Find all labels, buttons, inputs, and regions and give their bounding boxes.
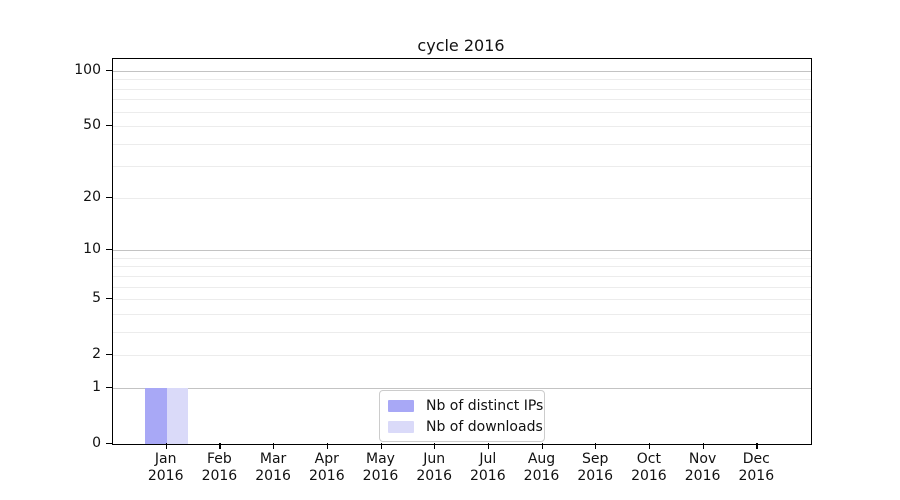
y-tick-label-2: 2	[92, 346, 101, 363]
gridline-y-20	[113, 197, 811, 199]
y-tick-20	[106, 196, 112, 199]
x-tick-jul	[487, 443, 490, 449]
gridline-y-70	[113, 99, 811, 101]
x-tick-label-jun: Jun 2016	[416, 451, 452, 484]
chart-title: cycle 2016	[417, 36, 505, 55]
x-tick-aug	[541, 443, 543, 449]
gridline-y-40	[113, 143, 811, 145]
x-tick-label-nov: Nov 2016	[684, 451, 721, 484]
gridline-y-9	[113, 257, 811, 259]
x-tick-label-jul: Jul 2016	[469, 451, 506, 484]
y-tick-label-100: 100	[74, 61, 101, 78]
x-tick-label-jan: Jan 2016	[147, 451, 184, 484]
gridline-y-50	[113, 126, 811, 128]
gridline-y-6	[113, 286, 811, 288]
gridline-y-30	[113, 166, 811, 168]
gridline-y-3	[113, 331, 811, 333]
bar-nb-of-downloads-jan	[166, 388, 189, 444]
gridline-y-80	[113, 88, 811, 90]
bar-nb-of-distinct-ips-jan	[145, 388, 167, 444]
gridline-y-5	[113, 299, 811, 301]
x-tick-feb	[219, 443, 221, 449]
gridline-y-10	[113, 250, 811, 252]
y-tick-0	[106, 443, 112, 445]
x-tick-mar	[273, 443, 275, 449]
x-tick-label-sep: Sep 2016	[577, 451, 613, 484]
y-tick-label-50: 50	[83, 117, 101, 134]
x-tick-label-oct: Oct 2016	[631, 451, 667, 484]
x-tick-label-apr: Apr 2016	[308, 451, 345, 484]
x-tick-oct	[648, 443, 651, 449]
x-tick-label-feb: Feb 2016	[201, 451, 238, 484]
y-tick-label-10: 10	[83, 241, 101, 258]
legend-label-downloads: Nb of downloads	[426, 418, 543, 435]
y-tick-5	[106, 298, 112, 300]
x-tick-label-may: May 2016	[362, 451, 399, 484]
x-tick-may	[380, 443, 382, 449]
x-tick-label-dec: Dec 2016	[738, 451, 775, 484]
y-tick-1	[106, 387, 112, 389]
gridline-y-4	[113, 313, 811, 315]
x-tick-nov	[702, 443, 704, 449]
y-tick-50	[106, 125, 112, 127]
x-tick-label-aug: Aug 2016	[523, 451, 560, 484]
y-tick-label-0: 0	[92, 435, 101, 451]
x-tick-apr	[326, 443, 329, 449]
gridline-y-60	[113, 111, 811, 113]
x-tick-dec	[756, 443, 758, 449]
y-tick-10	[106, 249, 112, 251]
plot-area: Nb of distinct IPs Nb of downloads	[112, 58, 812, 445]
gridline-y-1	[113, 388, 811, 389]
y-tick-label-5: 5	[92, 290, 101, 307]
legend-entry-distinct-ips: Nb of distinct IPs	[380, 395, 544, 416]
x-tick-label-mar: Mar 2016	[255, 451, 291, 484]
y-tick-label-20: 20	[83, 188, 101, 205]
gridline-y-90	[113, 79, 811, 81]
y-tick-2	[106, 354, 112, 356]
gridline-y-7	[113, 275, 811, 277]
legend-entry-downloads: Nb of downloads	[380, 416, 544, 437]
x-tick-sep	[595, 443, 597, 449]
legend-swatch-downloads	[388, 420, 414, 433]
x-tick-jun	[434, 443, 436, 449]
y-tick-100	[106, 69, 112, 72]
gridline-y-2	[113, 355, 811, 357]
gridline-y-100	[113, 70, 811, 72]
legend-swatch-distinct-ips	[388, 399, 414, 412]
legend-label-distinct-ips: Nb of distinct IPs	[426, 397, 544, 414]
x-tick-jan	[165, 443, 167, 449]
legend: Nb of distinct IPs Nb of downloads	[379, 390, 545, 442]
y-tick-label-1: 1	[92, 379, 101, 395]
gridline-y-8	[113, 266, 811, 268]
